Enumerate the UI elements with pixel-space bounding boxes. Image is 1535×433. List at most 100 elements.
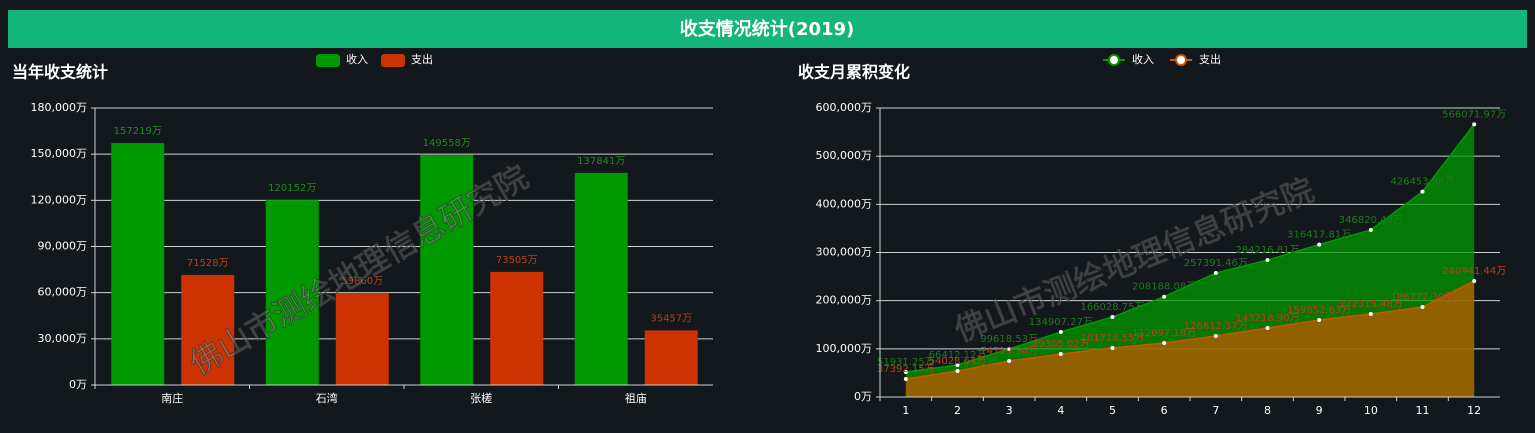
x-tick-label: 石湾 bbox=[316, 391, 338, 405]
point bbox=[1007, 359, 1012, 364]
x-tick-label: 3 bbox=[1006, 404, 1013, 417]
y-tick-label: 400,000万 bbox=[816, 197, 873, 210]
x-tick-label: 7 bbox=[1212, 404, 1219, 417]
chart-title: 收支月累积变化 bbox=[798, 63, 910, 82]
point bbox=[1265, 326, 1270, 331]
point bbox=[1213, 334, 1218, 339]
bar bbox=[574, 172, 628, 385]
legend-swatch bbox=[1175, 54, 1187, 66]
data-label: 126612.37万 bbox=[1184, 321, 1248, 332]
x-tick-label: 10 bbox=[1364, 404, 1378, 417]
point bbox=[1472, 278, 1477, 283]
legend-swatch bbox=[316, 54, 340, 67]
data-label: 59860万 bbox=[341, 276, 383, 287]
data-label: 159852.63万 bbox=[1287, 305, 1351, 316]
legend-label: 支出 bbox=[411, 52, 433, 66]
point bbox=[955, 368, 960, 373]
point bbox=[1213, 271, 1218, 276]
y-tick-label: 0万 bbox=[854, 390, 872, 403]
point bbox=[1420, 305, 1425, 310]
bar bbox=[490, 271, 544, 385]
bar bbox=[181, 274, 235, 385]
bar bbox=[111, 143, 165, 385]
bar bbox=[420, 154, 474, 385]
x-tick-label: 祖庙 bbox=[625, 391, 647, 405]
data-label: 112097.18万 bbox=[1132, 328, 1196, 339]
point bbox=[1110, 346, 1115, 351]
header-title: 收支情况统计(2019) bbox=[680, 18, 855, 40]
data-label: 120152万 bbox=[268, 183, 316, 194]
x-tick-label: 8 bbox=[1264, 404, 1271, 417]
data-label: 51931.25万 bbox=[877, 357, 935, 368]
y-tick-label: 150,000万 bbox=[31, 147, 88, 160]
x-tick-label: 2 bbox=[954, 404, 961, 417]
data-label: 346820.40万 bbox=[1339, 215, 1403, 226]
data-label: 35457万 bbox=[650, 313, 692, 324]
y-tick-label: 600,000万 bbox=[816, 101, 873, 114]
data-label: 137841万 bbox=[577, 156, 625, 167]
point bbox=[1368, 312, 1373, 317]
header-bar bbox=[8, 10, 1527, 48]
x-tick-label: 9 bbox=[1316, 404, 1323, 417]
legend-label: 支出 bbox=[1199, 52, 1221, 66]
data-label: 149558万 bbox=[423, 138, 471, 149]
y-tick-label: 120,000万 bbox=[31, 193, 88, 206]
point bbox=[1007, 347, 1012, 352]
y-tick-label: 180,000万 bbox=[31, 101, 88, 114]
legend-label: 收入 bbox=[346, 52, 368, 66]
data-label: 316417.81万 bbox=[1287, 230, 1351, 241]
legend-swatch bbox=[381, 54, 405, 67]
data-label: 157219万 bbox=[114, 126, 162, 137]
y-tick-label: 500,000万 bbox=[816, 149, 873, 162]
x-tick-label: 4 bbox=[1057, 404, 1064, 417]
data-label: 208188.08万 bbox=[1132, 282, 1196, 293]
data-label: 99618.53万 bbox=[980, 334, 1038, 345]
x-tick-label: 5 bbox=[1109, 404, 1116, 417]
data-label: 257391.46万 bbox=[1184, 258, 1248, 269]
data-label: 89305.02万 bbox=[1032, 339, 1090, 350]
bar bbox=[265, 200, 319, 385]
data-label: 101718.55万 bbox=[1080, 333, 1144, 344]
legend-label: 收入 bbox=[1132, 52, 1154, 66]
area bbox=[905, 280, 1475, 397]
bar bbox=[644, 330, 698, 385]
x-tick-label: 1 bbox=[902, 404, 909, 417]
data-label: 426453.86万 bbox=[1390, 177, 1454, 188]
data-label: 240941.44万 bbox=[1442, 266, 1506, 277]
data-label: 71528万 bbox=[187, 258, 229, 269]
point bbox=[1317, 242, 1322, 247]
y-tick-label: 90,000万 bbox=[38, 240, 88, 253]
point bbox=[1317, 318, 1322, 323]
point bbox=[1368, 227, 1373, 232]
data-label: 566071.97万 bbox=[1442, 109, 1506, 120]
y-tick-label: 200,000万 bbox=[816, 294, 873, 307]
data-label: 166028.75万 bbox=[1080, 302, 1144, 313]
data-label: 134907.27万 bbox=[1029, 317, 1093, 328]
chart-title: 当年收支统计 bbox=[12, 63, 108, 82]
y-tick-label: 60,000万 bbox=[38, 286, 88, 299]
data-label: 54028.64万 bbox=[929, 356, 987, 367]
point bbox=[1058, 351, 1063, 356]
x-tick-label: 张槎 bbox=[470, 391, 492, 405]
y-tick-label: 0万 bbox=[69, 378, 87, 391]
data-label: 143218.90万 bbox=[1235, 313, 1299, 324]
data-label: 284216.81万 bbox=[1235, 245, 1299, 256]
x-tick-label: 南庄 bbox=[161, 391, 183, 405]
data-label: 73505万 bbox=[496, 255, 538, 266]
x-tick-label: 12 bbox=[1467, 404, 1481, 417]
point bbox=[1162, 294, 1167, 299]
x-tick-label: 6 bbox=[1161, 404, 1168, 417]
point bbox=[955, 363, 960, 368]
line bbox=[905, 123, 1475, 373]
point bbox=[1162, 341, 1167, 346]
point bbox=[1420, 189, 1425, 194]
point bbox=[1265, 258, 1270, 263]
data-label: 74719.30万 bbox=[980, 346, 1038, 357]
data-label: 172315.48万 bbox=[1339, 299, 1403, 310]
y-tick-label: 300,000万 bbox=[816, 246, 873, 259]
point bbox=[1058, 330, 1063, 335]
line bbox=[905, 280, 1475, 380]
data-label: 186772.39万 bbox=[1390, 292, 1454, 303]
point bbox=[1472, 122, 1477, 127]
